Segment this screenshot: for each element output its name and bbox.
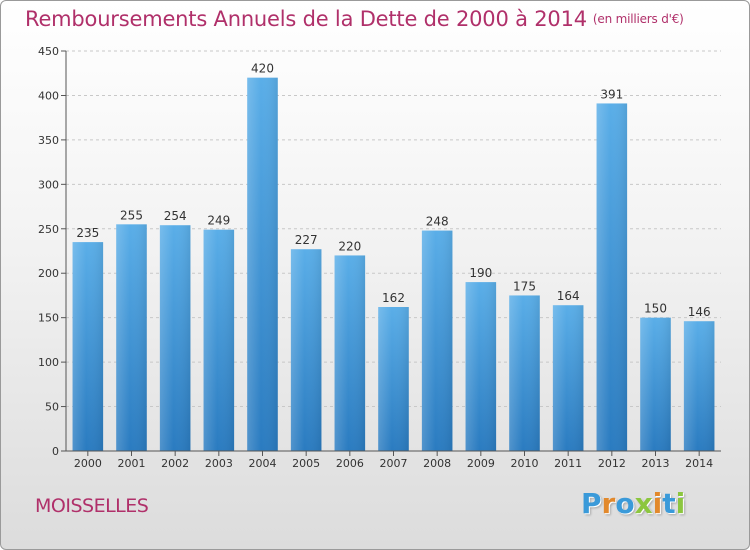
y-tick-label: 300: [38, 178, 59, 191]
x-tick-label-2005: 2005: [292, 457, 320, 470]
bar-shine-2004: [247, 77, 278, 452]
y-tick-label: 350: [38, 134, 59, 147]
bar-shine-2013: [640, 317, 671, 451]
x-tick-label-2003: 2003: [205, 457, 233, 470]
x-tick-label-2001: 2001: [118, 457, 146, 470]
logo-letter: i: [652, 487, 663, 520]
bar-shine-2006: [334, 255, 366, 451]
data-label-2013: 150: [644, 302, 667, 316]
logo-letter: r: [601, 487, 616, 520]
x-tick-label-2014: 2014: [685, 457, 713, 470]
y-tick-label: 250: [38, 223, 59, 236]
y-tick-label: 450: [38, 45, 59, 58]
x-tick-label-2012: 2012: [598, 457, 626, 470]
chart-unit-label: (en milliers d'€): [592, 12, 684, 26]
bar-shine-2007: [378, 307, 409, 451]
data-label-2014: 146: [688, 305, 711, 319]
data-label-2002: 254: [164, 209, 187, 223]
data-label-2011: 164: [557, 289, 580, 303]
bar-shine-2002: [159, 225, 191, 451]
x-tick-label-2004: 2004: [249, 457, 277, 470]
x-tick-label-2008: 2008: [423, 457, 451, 470]
x-tick-label-2010: 2010: [511, 457, 539, 470]
data-label-2012: 391: [600, 87, 623, 101]
logo-letter: i: [675, 487, 686, 520]
y-tick-label: 50: [45, 401, 59, 414]
y-tick-label: 150: [38, 312, 59, 325]
bar-shine-2001: [116, 224, 147, 451]
bar-shine-2008: [421, 230, 453, 451]
data-label-2007: 162: [382, 291, 405, 305]
y-tick-label: 200: [38, 267, 59, 280]
y-tick-label: 400: [38, 89, 59, 102]
chart-title-text: Remboursements Annuels de la Dette de 20…: [25, 7, 587, 31]
bar-shine-2010: [509, 295, 540, 451]
chart-title: Remboursements Annuels de la Dette de 20…: [25, 7, 684, 31]
data-label-2008: 248: [426, 215, 449, 229]
data-label-2005: 227: [295, 233, 318, 247]
data-label-2000: 235: [76, 226, 99, 240]
y-tick-label: 100: [38, 356, 59, 369]
logo-letter: P: [581, 487, 602, 520]
x-tick-label-2009: 2009: [467, 457, 495, 470]
bar-shine-2003: [203, 229, 235, 451]
logo-letter: t: [662, 487, 676, 520]
x-tick-label-2000: 2000: [74, 457, 102, 470]
data-label-2009: 190: [469, 266, 492, 280]
bar-shine-2009: [465, 282, 497, 451]
bar-layer: 235 255 254 249 420 227 220 162 248 190 175 164 391 1…: [72, 62, 715, 452]
proxiti-logo: Proxiti: [581, 487, 685, 520]
data-label-2010: 175: [513, 279, 536, 293]
bar-shine-2005: [290, 249, 322, 451]
bar-shine-2011: [552, 305, 584, 451]
bar-shine-2000: [72, 242, 104, 451]
logo-letter: x: [634, 487, 653, 520]
x-tick-label-2007: 2007: [380, 457, 408, 470]
data-label-2004: 420: [251, 62, 274, 76]
data-label-2006: 220: [338, 239, 361, 253]
data-label-2003: 249: [207, 214, 230, 228]
data-label-2001: 255: [120, 208, 143, 222]
x-tick-label-2013: 2013: [642, 457, 670, 470]
bar-shine-2014: [683, 321, 715, 451]
x-tick-label-2002: 2002: [161, 457, 189, 470]
bar-shine-2012: [596, 103, 628, 451]
logo-letter: o: [615, 487, 635, 520]
y-tick-label: 0: [52, 445, 59, 458]
city-name: MOISSELLES: [35, 495, 149, 517]
x-tick-label-2011: 2011: [554, 457, 582, 470]
x-tick-label-2006: 2006: [336, 457, 364, 470]
axis-layer: 0 50 100 150 200 250 300 350 400 450 2000 2001 2002 2…: [38, 45, 721, 470]
